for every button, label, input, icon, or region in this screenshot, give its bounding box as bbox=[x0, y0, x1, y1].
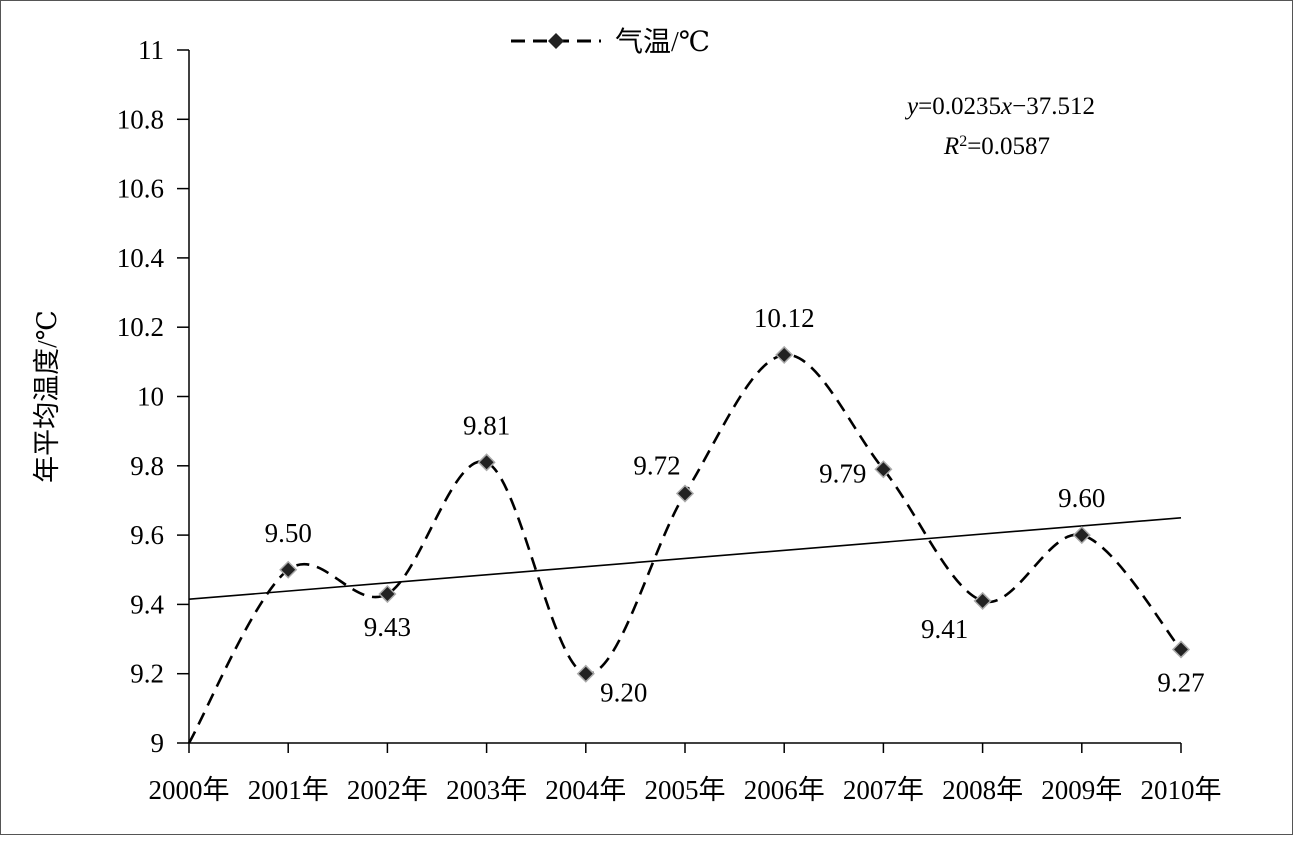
y-ticks: 9 9.2 9.4 9.6 9.8 10 10.2 10.4 10.6 10.8 11 bbox=[117, 35, 189, 758]
y-tick-label: 11 bbox=[138, 35, 164, 65]
x-tick-label: 2002年 bbox=[347, 775, 428, 805]
data-point-marker bbox=[576, 664, 595, 683]
trendline bbox=[188, 516, 1182, 600]
data-label: 10.12 bbox=[754, 303, 815, 333]
series-dashed-line bbox=[187, 353, 1182, 744]
y-tick-label: 10.4 bbox=[117, 243, 165, 273]
data-point-marker bbox=[1072, 526, 1091, 545]
data-point-marker bbox=[477, 453, 496, 472]
y-tick-label: 10.6 bbox=[117, 174, 164, 204]
data-label: 9.20 bbox=[600, 678, 647, 708]
data-label: 9.27 bbox=[1157, 667, 1204, 697]
x-ticks: 2000年 2001年 2002年 2003年 2004年 2005年 2006年 2007年… bbox=[149, 743, 1222, 805]
data-labels: 9.50 9.43 9.81 9.20 9.72 10.12 9.79 9.41 9.60 9.2… bbox=[265, 303, 1205, 708]
legend: 气温/℃ bbox=[511, 26, 710, 58]
x-tick-label: 2001年 bbox=[248, 775, 329, 805]
data-point-marker bbox=[1171, 640, 1191, 659]
y-tick-label: 9.8 bbox=[130, 451, 164, 481]
data-label: 9.72 bbox=[633, 451, 680, 481]
data-point-marker bbox=[973, 591, 992, 610]
equation-x-var: x bbox=[1000, 93, 1012, 120]
data-point-marker bbox=[279, 560, 298, 579]
y-tick-label: 10 bbox=[137, 382, 164, 412]
y-tick-label: 9.4 bbox=[130, 589, 164, 619]
data-point-marker bbox=[675, 484, 695, 503]
data-label: 9.50 bbox=[265, 518, 312, 548]
equation-intercept: −37.512 bbox=[1012, 93, 1095, 120]
equation-y-var: y bbox=[904, 93, 919, 120]
x-tick-label: 2010年 bbox=[1141, 775, 1222, 805]
series-markers bbox=[279, 345, 1191, 683]
data-label: 9.41 bbox=[921, 614, 968, 644]
equation-slope: =0.0235 bbox=[918, 93, 1001, 120]
r-squared: R2=0.0587 bbox=[943, 133, 1050, 161]
x-tick-label: 2005年 bbox=[645, 775, 726, 805]
y-tick-label: 10.2 bbox=[117, 312, 164, 342]
y-tick-label: 10.8 bbox=[117, 104, 164, 134]
data-label: 9.79 bbox=[819, 458, 866, 488]
x-tick-label: 2007年 bbox=[843, 775, 924, 805]
r-squared-value: =0.0587 bbox=[967, 133, 1050, 160]
trendline-segment bbox=[188, 516, 1182, 600]
x-tick-label: 2006年 bbox=[744, 775, 825, 805]
y-tick-label: 9.2 bbox=[130, 659, 164, 689]
y-tick-label: 9.6 bbox=[130, 520, 164, 550]
x-tick-label: 2004年 bbox=[545, 775, 626, 805]
r-squared-exponent: 2 bbox=[959, 133, 967, 150]
legend-label: 气温/℃ bbox=[615, 26, 710, 58]
data-point-marker bbox=[378, 584, 397, 604]
x-tick-label: 2003年 bbox=[446, 775, 527, 805]
data-label: 9.81 bbox=[463, 410, 510, 440]
y-tick-label: 9 bbox=[151, 728, 165, 758]
y-axis-label: 年平均温度/℃ bbox=[32, 310, 62, 483]
equation-line: y=0.0235x−37.512 bbox=[904, 93, 1095, 120]
legend-diamond-marker bbox=[548, 33, 564, 49]
x-tick-label: 2000年 bbox=[149, 775, 230, 805]
r-squared-var: R bbox=[943, 133, 959, 160]
trendline-equation: y=0.0235x−37.512 R2=0.0587 bbox=[904, 93, 1095, 160]
data-point-marker bbox=[874, 460, 893, 479]
data-point-marker bbox=[775, 345, 794, 364]
x-tick-label: 2008年 bbox=[942, 775, 1023, 805]
series-line bbox=[187, 353, 1182, 744]
x-tick-label: 2009年 bbox=[1041, 775, 1122, 805]
data-label: 9.60 bbox=[1058, 483, 1105, 513]
data-label: 9.43 bbox=[364, 612, 411, 642]
